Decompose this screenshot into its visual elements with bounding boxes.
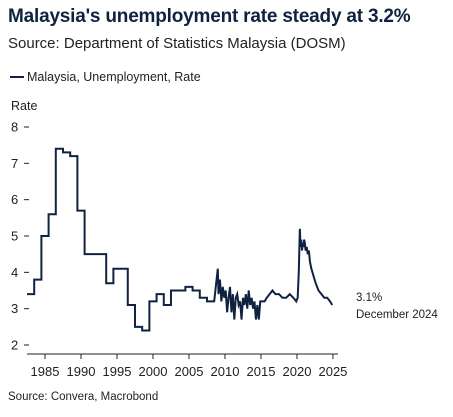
x-tick-label: 1995 bbox=[103, 364, 132, 379]
y-tick-label: 8 bbox=[11, 120, 18, 135]
chart-subtitle: Source: Department of Statistics Malaysi… bbox=[8, 35, 346, 52]
y-axis: 2 3 4 5 6 7 8 bbox=[11, 120, 29, 353]
x-tick-label: 2015 bbox=[247, 364, 276, 379]
y-tick-label: 2 bbox=[11, 338, 18, 353]
x-tick-label: 2020 bbox=[283, 364, 312, 379]
legend-swatch bbox=[10, 76, 24, 78]
chart-title: Malaysia's unemployment rate steady at 3… bbox=[8, 6, 411, 27]
x-axis: 1985 1990 1995 2000 2005 2010 2015 2020 2025 bbox=[27, 353, 347, 379]
y-tick-label: 7 bbox=[11, 156, 18, 171]
x-tick-label: 2005 bbox=[175, 364, 204, 379]
series-line-unemployment-rate bbox=[27, 147, 334, 332]
latest-date-annotation: December 2024 bbox=[356, 309, 438, 321]
x-tick-label: 2000 bbox=[139, 364, 168, 379]
y-tick-label: 4 bbox=[11, 265, 18, 280]
legend-label: Malaysia, Unemployment, Rate bbox=[27, 70, 201, 84]
x-tick-label: 2010 bbox=[211, 364, 240, 379]
series-layer bbox=[27, 147, 334, 332]
y-axis-label: Rate bbox=[11, 99, 37, 113]
y-tick-label: 5 bbox=[11, 229, 18, 244]
x-tick-label: 1985 bbox=[31, 364, 60, 379]
legend: Malaysia, Unemployment, Rate bbox=[10, 70, 201, 84]
latest-value-annotation: 3.1% bbox=[356, 292, 382, 304]
y-tick-label: 3 bbox=[11, 301, 18, 316]
x-tick-label: 1990 bbox=[67, 364, 96, 379]
footer-source: Source: Convera, Macrobond bbox=[8, 391, 159, 403]
x-tick-label: 2025 bbox=[318, 364, 347, 379]
y-tick-label: 6 bbox=[11, 192, 18, 207]
